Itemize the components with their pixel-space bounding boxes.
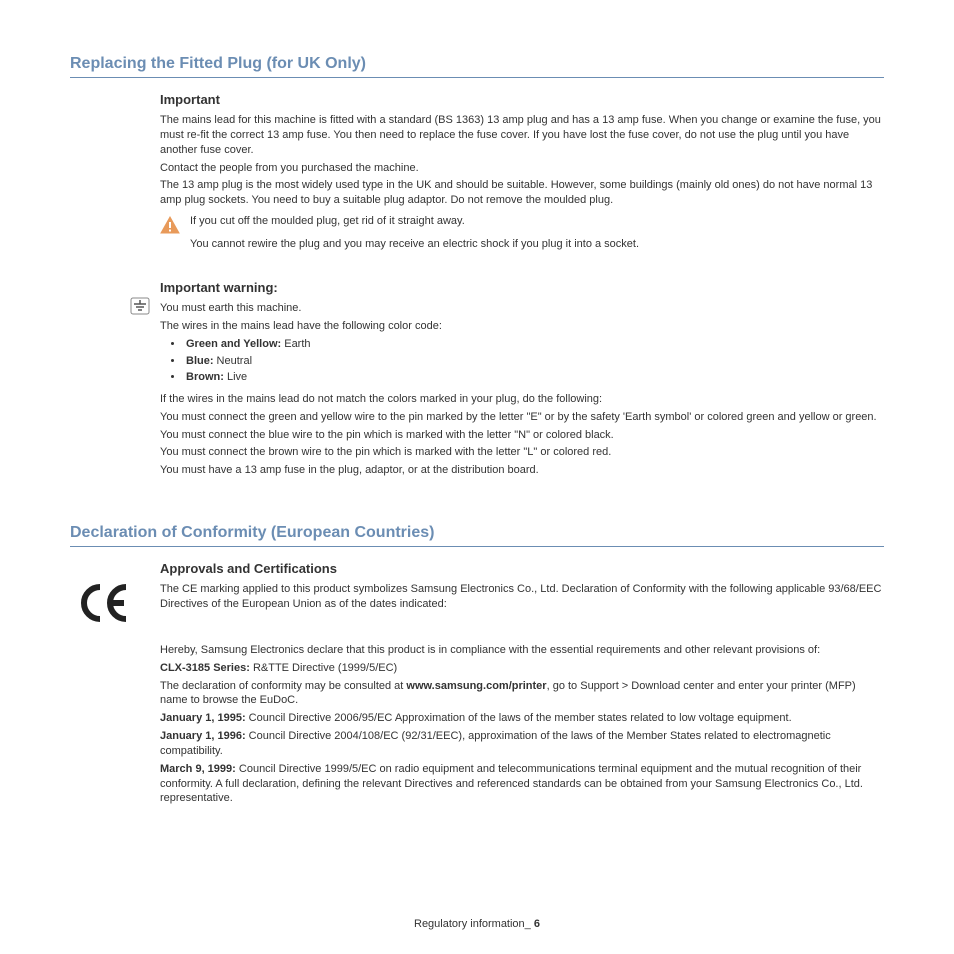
directive-line: January 1, 1996: Council Directive 2004/… bbox=[160, 729, 884, 759]
section-heading-uk-plug: Replacing the Fitted Plug (for UK Only) bbox=[70, 55, 884, 78]
warning-text: If you cut off the moulded plug, get rid… bbox=[190, 214, 884, 229]
earth-ground-icon bbox=[130, 297, 150, 315]
paragraph: You must connect the blue wire to the pi… bbox=[160, 428, 884, 443]
block-important-warning: Important warning: You must earth this m… bbox=[160, 280, 884, 478]
paragraph: The wires in the mains lead have the fol… bbox=[160, 319, 884, 334]
section-heading-conformity: Declaration of Conformity (European Coun… bbox=[70, 524, 884, 547]
paragraph: You must connect the brown wire to the p… bbox=[160, 445, 884, 460]
footer-label: Regulatory information_ bbox=[414, 918, 531, 930]
ce-mark-icon bbox=[78, 583, 133, 623]
warning-callout: If you cut off the moulded plug, get rid… bbox=[160, 214, 884, 252]
paragraph: You must earth this machine. bbox=[160, 301, 884, 316]
paragraph: The CE marking applied to this product s… bbox=[160, 582, 884, 612]
block-approvals: Approvals and Certifications The CE mark… bbox=[160, 561, 884, 806]
list-item: Blue: Neutral bbox=[184, 353, 884, 370]
paragraph: You must connect the green and yellow wi… bbox=[160, 410, 884, 425]
warning-text: You cannot rewire the plug and you may r… bbox=[190, 237, 884, 252]
list-item: Brown: Live bbox=[184, 369, 884, 386]
directive-line: January 1, 1995: Council Directive 2006/… bbox=[160, 711, 884, 726]
wire-color-list: Green and Yellow: Earth Blue: Neutral Br… bbox=[160, 336, 884, 386]
list-item: Green and Yellow: Earth bbox=[184, 336, 884, 353]
paragraph: Hereby, Samsung Electronics declare that… bbox=[160, 643, 884, 658]
paragraph: You must have a 13 amp fuse in the plug,… bbox=[160, 463, 884, 478]
warning-triangle-icon bbox=[160, 216, 180, 234]
page-footer: Regulatory information_ 6 bbox=[0, 918, 954, 930]
subheading-important-warning: Important warning: bbox=[160, 280, 884, 295]
series-line: CLX-3185 Series: R&TTE Directive (1999/5… bbox=[160, 661, 884, 676]
directive-line: March 9, 1999: Council Directive 1999/5/… bbox=[160, 762, 884, 807]
subheading-important: Important bbox=[160, 92, 884, 107]
paragraph: The declaration of conformity may be con… bbox=[160, 679, 884, 709]
page-number: 6 bbox=[531, 918, 540, 930]
paragraph: The 13 amp plug is the most widely used … bbox=[160, 178, 884, 208]
paragraph: The mains lead for this machine is fitte… bbox=[160, 113, 884, 158]
subheading-approvals: Approvals and Certifications bbox=[160, 561, 884, 576]
block-important: Important The mains lead for this machin… bbox=[160, 92, 884, 252]
paragraph: Contact the people from you purchased th… bbox=[160, 161, 884, 176]
paragraph: If the wires in the mains lead do not ma… bbox=[160, 392, 884, 407]
page-container: Replacing the Fitted Plug (for UK Only) … bbox=[0, 0, 954, 864]
